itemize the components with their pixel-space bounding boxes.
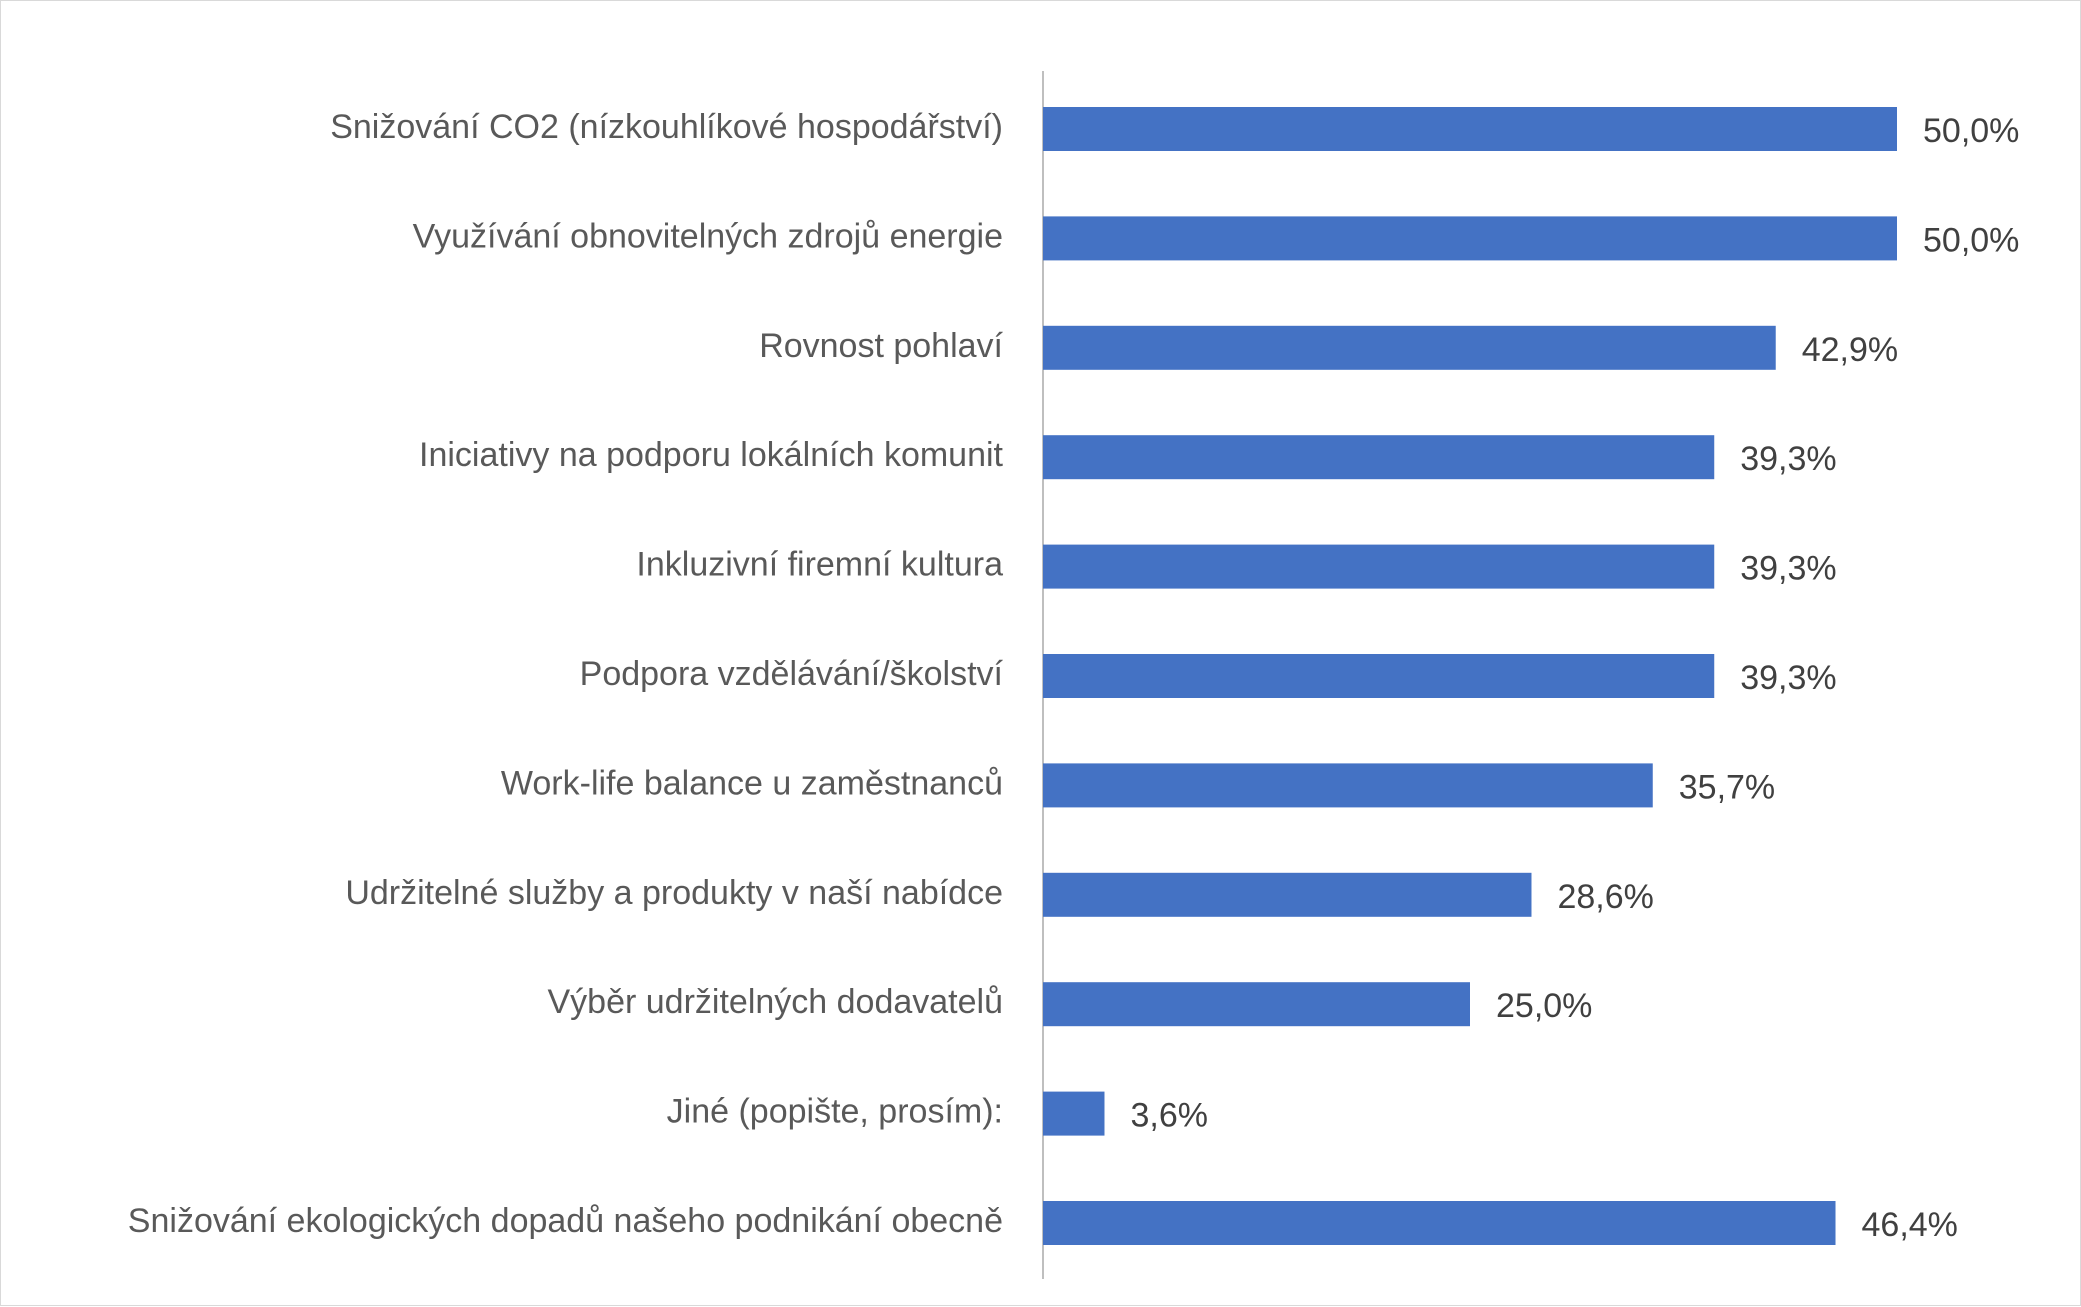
value-label-8: 25,0% bbox=[1496, 987, 1592, 1025]
value-label-4: 39,3% bbox=[1740, 550, 1836, 588]
category-label-10: Snižování ekologických dopadů našeho pod… bbox=[128, 1202, 1003, 1240]
bar-5 bbox=[1043, 654, 1715, 698]
category-label-3: Iniciativy na podporu lokálních komunit bbox=[419, 436, 1004, 474]
category-label-5: Podpora vzdělávání/školství bbox=[580, 655, 1004, 693]
value-label-2: 42,9% bbox=[1802, 331, 1898, 369]
value-label-6: 35,7% bbox=[1679, 768, 1775, 806]
value-label-1: 50,0% bbox=[1923, 221, 2019, 259]
category-label-6: Work-life balance u zaměstnanců bbox=[501, 764, 1003, 802]
value-label-10: 46,4% bbox=[1862, 1206, 1958, 1244]
category-label-4: Inkluzivní firemní kultura bbox=[636, 546, 1003, 584]
bar-0 bbox=[1043, 107, 1897, 151]
bar-3 bbox=[1043, 435, 1715, 480]
bars-group bbox=[1043, 107, 1897, 1245]
category-label-9: Jiné (popište, prosím): bbox=[667, 1093, 1003, 1131]
value-label-7: 28,6% bbox=[1557, 878, 1653, 916]
bar-9 bbox=[1043, 1091, 1105, 1136]
bar-2 bbox=[1043, 325, 1776, 370]
category-label-0: Snižování CO2 (nízkouhlíkové hospodářstv… bbox=[330, 108, 1003, 146]
value-label-0: 50,0% bbox=[1923, 112, 2019, 150]
bar-1 bbox=[1043, 216, 1897, 261]
value-label-3: 39,3% bbox=[1740, 440, 1836, 478]
category-label-8: Výběr udržitelných dodavatelů bbox=[548, 983, 1004, 1021]
bar-10 bbox=[1043, 1201, 1836, 1245]
bar-8 bbox=[1043, 982, 1470, 1027]
category-label-7: Udržitelné služby a produkty v naší nabí… bbox=[345, 874, 1003, 912]
bar-4 bbox=[1043, 544, 1715, 589]
value-labels: 50,0% 50,0% 42,9% 39,3% 39,3% 39,3% 35,7% 28,6%… bbox=[1130, 112, 2019, 1244]
value-label-5: 39,3% bbox=[1740, 659, 1836, 697]
value-label-9: 3,6% bbox=[1130, 1097, 1208, 1135]
category-label-2: Rovnost pohlaví bbox=[759, 327, 1003, 365]
category-labels: Snižování CO2 (nízkouhlíkové hospodářstv… bbox=[128, 108, 1004, 1240]
category-label-1: Využívání obnovitelných zdrojů energie bbox=[413, 217, 1003, 255]
bar-6 bbox=[1043, 763, 1653, 808]
bar-7 bbox=[1043, 872, 1532, 917]
